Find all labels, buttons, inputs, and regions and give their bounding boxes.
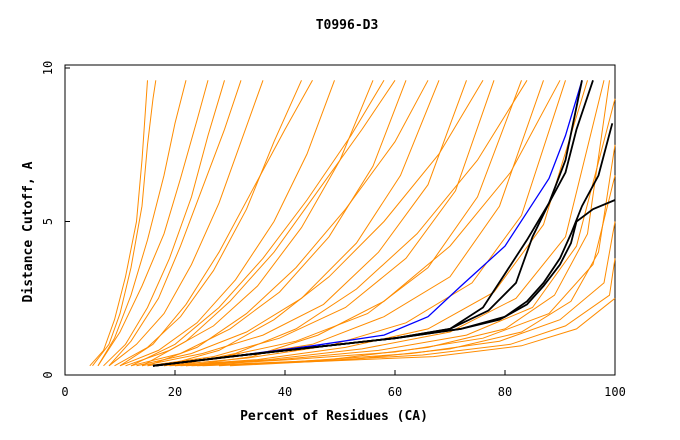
model-line-16 <box>169 80 588 367</box>
x-axis-label: Percent of Residues (CA) <box>240 409 428 424</box>
y-tick-label: 5 <box>41 218 55 225</box>
model-line-29 <box>108 80 242 367</box>
model-line-4 <box>103 80 225 367</box>
x-tick-label: 20 <box>168 385 182 399</box>
model-line-19 <box>185 175 616 367</box>
black-highlight-line-5 <box>152 199 616 367</box>
model-line-28 <box>97 80 209 367</box>
model-line-17 <box>174 80 605 367</box>
model-line-5 <box>108 80 264 367</box>
y-tick-label: 0 <box>41 371 55 378</box>
x-tick-label: 0 <box>61 385 68 399</box>
y-axis-label: Distance Cutoff, A <box>21 161 36 302</box>
model-line-31 <box>141 80 396 367</box>
model-line-1 <box>92 80 157 367</box>
x-axis: 0 20 40 60 80 100 <box>61 370 626 399</box>
blue-highlight-line-1 <box>152 80 583 367</box>
model-line-20 <box>191 221 616 367</box>
y-tick-label: 10 <box>41 61 55 75</box>
x-tick-label: 80 <box>498 385 512 399</box>
x-tick-label: 100 <box>604 385 626 399</box>
x-tick-label: 40 <box>278 385 292 399</box>
model-line-30 <box>119 80 313 367</box>
model-line-32 <box>218 80 610 367</box>
model-line-12 <box>147 80 495 367</box>
model-line-8 <box>125 80 374 367</box>
y-axis: 0 5 10 <box>41 61 70 379</box>
model-line-11 <box>141 80 467 367</box>
model-line-26 <box>174 80 528 367</box>
model-line-18 <box>180 98 616 367</box>
plot-area <box>64 64 616 376</box>
x-tick-label: 60 <box>388 385 402 399</box>
model-line-25 <box>163 80 484 367</box>
model-line-27 <box>185 80 561 367</box>
model-line-15 <box>163 80 566 367</box>
model-line-2 <box>89 80 148 367</box>
series-layer <box>89 80 616 367</box>
model-line-7 <box>119 80 335 367</box>
model-line-3 <box>97 80 187 367</box>
model-line-33 <box>229 144 616 367</box>
black-highlight-line-2 <box>152 80 594 367</box>
model-line-23 <box>130 80 385 367</box>
chart-title: T0996-D3 <box>316 18 379 33</box>
model-line-24 <box>147 80 429 367</box>
